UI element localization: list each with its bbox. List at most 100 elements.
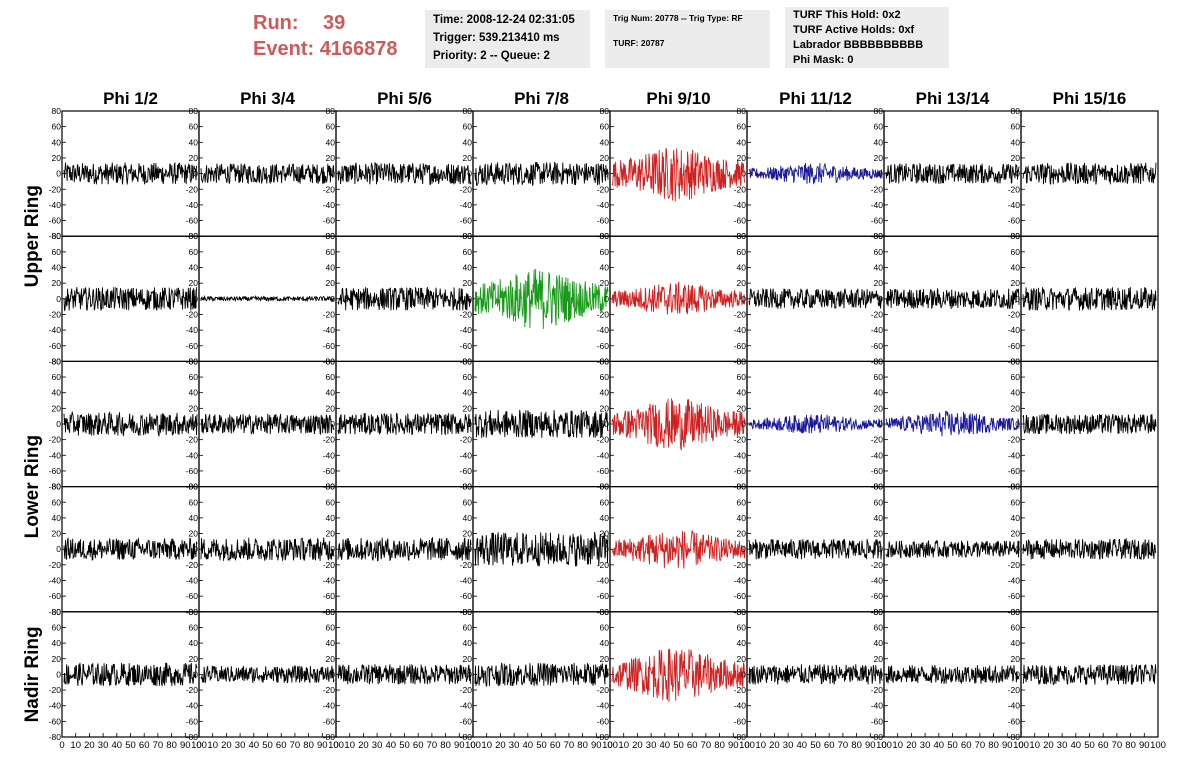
y-tick-label: 80: [1011, 231, 1021, 241]
y-tick-label: -20: [1008, 435, 1021, 445]
y-tick-label: -40: [49, 576, 62, 586]
waveform-trace: [63, 662, 198, 687]
y-tick-label: 60: [600, 497, 610, 507]
x-tick-label: 60: [1098, 740, 1109, 751]
y-tick-label: 0: [330, 419, 335, 429]
y-tick-label: 80: [874, 231, 884, 241]
x-tick-label: 20: [1043, 740, 1054, 751]
y-tick-label: 80: [52, 482, 62, 492]
y-tick-label: 0: [193, 544, 198, 554]
y-tick-label: 80: [189, 106, 199, 116]
y-tick-label: -80: [186, 732, 199, 742]
y-tick-label: 20: [600, 153, 610, 163]
y-tick-label: -20: [597, 184, 610, 194]
y-tick-label: 60: [189, 247, 199, 257]
y-tick-label: 20: [189, 153, 199, 163]
y-tick-label: -40: [460, 701, 473, 711]
y-tick-label: 0: [1015, 669, 1020, 679]
waveform-trace: [337, 287, 472, 311]
waveform-trace: [885, 410, 1020, 437]
y-tick-label: 60: [600, 122, 610, 132]
y-tick-label: -60: [1008, 591, 1021, 601]
y-tick-label: -20: [49, 435, 62, 445]
y-tick-label: 40: [326, 263, 336, 273]
x-tick-label: 100: [328, 740, 344, 751]
y-tick-label: 20: [52, 278, 62, 288]
x-tick-label: 60: [276, 740, 287, 751]
y-tick-label: 20: [1011, 654, 1021, 664]
y-tick-label: -20: [734, 685, 747, 695]
y-tick-label: 0: [193, 169, 198, 179]
x-tick-label: 10: [481, 740, 492, 751]
y-tick-label: -60: [1008, 341, 1021, 351]
y-tick-label: -20: [734, 309, 747, 319]
y-tick-label: 60: [326, 372, 336, 382]
y-tick-label: -40: [186, 576, 199, 586]
y-tick-label: 20: [1011, 529, 1021, 539]
y-tick-label: 60: [189, 372, 199, 382]
waveform-trace: [474, 268, 609, 330]
y-tick-label: -60: [186, 341, 199, 351]
y-tick-label: -60: [49, 216, 62, 226]
x-tick-label: 0: [470, 740, 475, 751]
y-tick-label: 0: [604, 669, 609, 679]
y-tick-label: 80: [737, 607, 747, 617]
y-tick-label: 40: [874, 638, 884, 648]
waveform-trace: [1022, 162, 1157, 185]
y-tick-label: 0: [741, 169, 746, 179]
y-tick-label: 60: [600, 622, 610, 632]
y-tick-label: -60: [460, 591, 473, 601]
y-tick-label: 0: [604, 544, 609, 554]
run-line: Run: 39: [253, 10, 398, 36]
y-tick-label: 0: [467, 169, 472, 179]
y-tick-label: 60: [874, 372, 884, 382]
x-tick-label: 20: [358, 740, 369, 751]
x-tick-label: 40: [386, 740, 397, 751]
x-tick-label: 90: [1139, 740, 1150, 751]
x-tick-label: 0: [196, 740, 201, 751]
y-tick-label: 40: [326, 513, 336, 523]
y-tick-label: 60: [737, 372, 747, 382]
y-tick-label: -20: [734, 184, 747, 194]
y-tick-label: -40: [186, 450, 199, 460]
y-tick-label: 80: [52, 356, 62, 366]
y-tick-label: -60: [186, 466, 199, 476]
y-tick-label: -20: [186, 685, 199, 695]
waveform-trace: [611, 398, 746, 451]
x-tick-label: 20: [769, 740, 780, 751]
event-label: Event:: [253, 38, 315, 60]
waveform-trace: [885, 665, 1020, 684]
y-tick-label: 20: [326, 654, 336, 664]
y-tick-label: 20: [463, 278, 473, 288]
y-tick-label: 0: [741, 669, 746, 679]
x-tick-label: 60: [687, 740, 698, 751]
ring-label: Nadir Ring: [22, 626, 43, 722]
turf-info-panel: TURF This Hold: 0x2 TURF Active Holds: 0…: [785, 7, 949, 68]
y-tick-label: -40: [597, 200, 610, 210]
y-tick-label: -60: [597, 716, 610, 726]
y-tick-label: -60: [871, 591, 884, 601]
waveform-trace: [337, 536, 472, 562]
x-tick-label: 100: [739, 740, 755, 751]
x-tick-label: 40: [660, 740, 671, 751]
y-tick-label: 80: [463, 482, 473, 492]
y-tick-label: 20: [874, 153, 884, 163]
x-tick-label: 50: [536, 740, 547, 751]
x-tick-label: 50: [399, 740, 410, 751]
y-tick-label: 80: [52, 106, 62, 116]
y-tick-label: -20: [597, 309, 610, 319]
y-tick-label: -20: [460, 435, 473, 445]
y-tick-label: 40: [874, 263, 884, 273]
y-tick-label: 0: [1015, 544, 1020, 554]
y-tick-label: -40: [597, 701, 610, 711]
x-tick-label: 0: [881, 740, 886, 751]
run-value: 39: [323, 12, 346, 34]
y-tick-label: -40: [597, 450, 610, 460]
y-tick-label: 80: [1011, 356, 1021, 366]
y-tick-label: -60: [323, 591, 336, 601]
turf-text: TURF: 20787: [613, 38, 665, 48]
y-tick-label: -40: [186, 200, 199, 210]
y-tick-label: 80: [326, 231, 336, 241]
x-tick-label: 100: [465, 740, 481, 751]
event-value: 4166878: [319, 38, 398, 60]
